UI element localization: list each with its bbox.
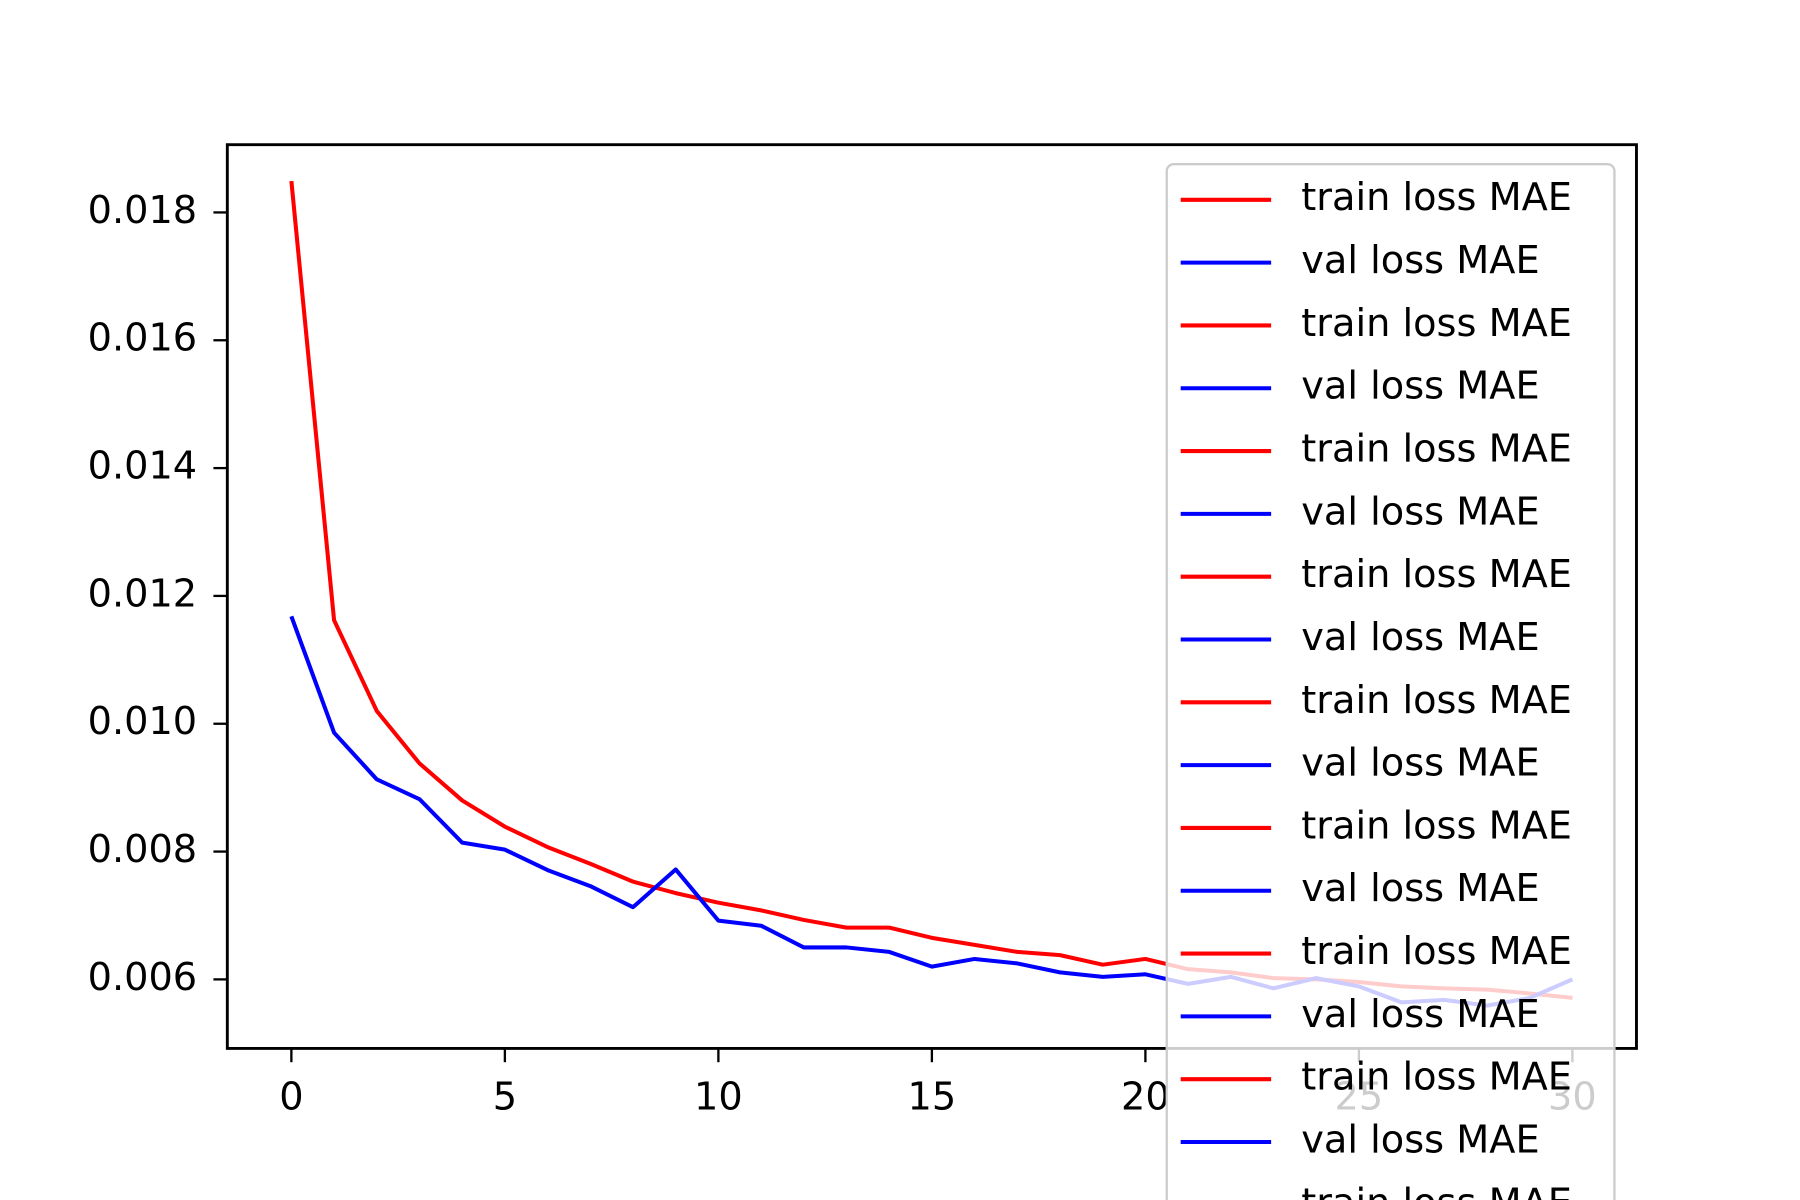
x-tick-label: 0	[279, 1075, 303, 1119]
legend-label: val loss MAE	[1301, 615, 1539, 659]
y-tick-label: 0.010	[88, 699, 198, 743]
legend: train loss MAE val loss MAE train loss MAE…	[1165, 163, 1616, 1200]
y-tick-label: 0.014	[88, 444, 198, 488]
legend-label: val loss MAE	[1301, 866, 1539, 910]
y-tick-label: 0.006	[88, 955, 198, 999]
legend-label: val loss MAE	[1301, 741, 1539, 785]
legend-label: train loss MAE	[1301, 552, 1572, 596]
legend-label: train loss MAE	[1301, 804, 1572, 848]
y-tick-label: 0.016	[88, 316, 198, 360]
y-tick-label: 0.012	[88, 572, 198, 616]
y-tick-label: 0.008	[88, 827, 198, 871]
legend-label: val loss MAE	[1301, 992, 1539, 1036]
legend-label: train loss MAE	[1301, 1180, 1572, 1200]
legend-label: val loss MAE	[1301, 1118, 1539, 1162]
x-tick-label: 10	[694, 1075, 743, 1119]
legend-label: val loss MAE	[1301, 238, 1539, 282]
legend-label: train loss MAE	[1301, 929, 1572, 973]
legend-label: train loss MAE	[1301, 175, 1572, 219]
x-tick-label: 20	[1121, 1075, 1170, 1119]
x-tick-label: 5	[493, 1075, 517, 1119]
legend-label: train loss MAE	[1301, 427, 1572, 471]
legend-label: val loss MAE	[1301, 364, 1539, 408]
plot-frame	[225, 143, 1638, 1050]
legend-label: train loss MAE	[1301, 301, 1572, 345]
legend-label: train loss MAE	[1301, 678, 1572, 722]
x-tick-label: 15	[908, 1075, 957, 1119]
legend-label: train loss MAE	[1301, 1055, 1572, 1099]
legend-label: val loss MAE	[1301, 489, 1539, 533]
legend-box	[1165, 163, 1616, 1200]
y-tick-label: 0.018	[88, 188, 198, 232]
